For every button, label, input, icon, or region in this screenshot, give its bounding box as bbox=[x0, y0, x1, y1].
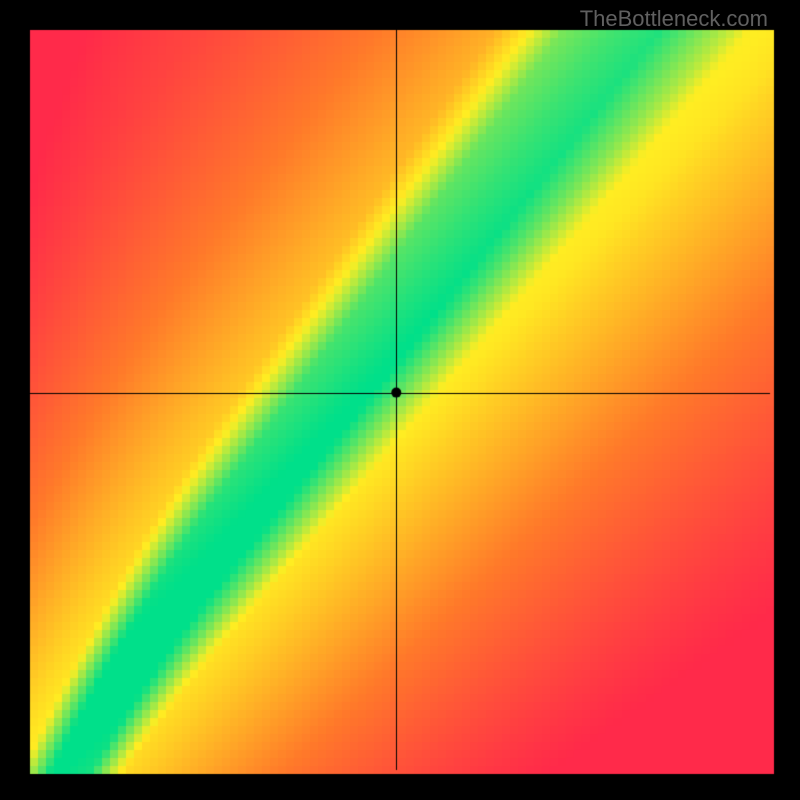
heatmap-canvas bbox=[0, 0, 800, 800]
figure-container: { "canvas": { "width": 800, "height": 80… bbox=[0, 0, 800, 800]
